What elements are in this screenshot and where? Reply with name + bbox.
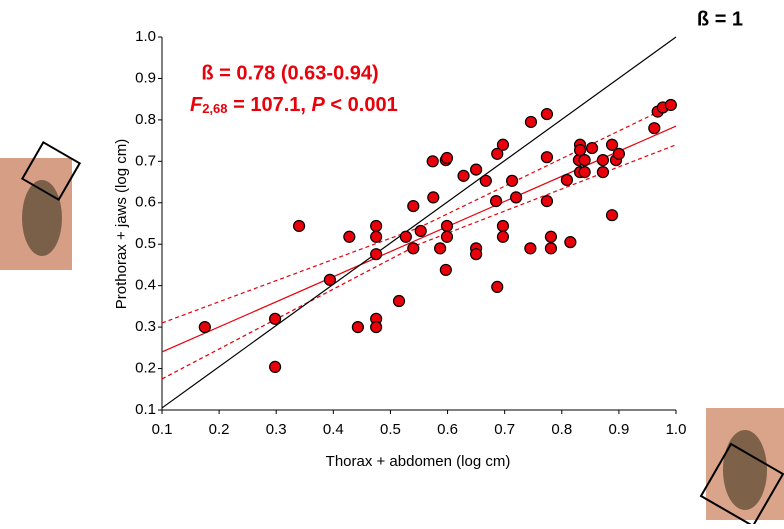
annotation-part: = 107.1, — [228, 94, 312, 116]
annotation-stats: F2,68 = 107.1, P < 0.001 — [190, 94, 398, 116]
point — [496, 230, 510, 243]
point — [426, 155, 439, 168]
annotation-part: P — [312, 94, 326, 116]
point — [407, 199, 420, 213]
y-tick-label: 0.1 — [135, 401, 156, 418]
point — [440, 230, 454, 243]
point — [268, 312, 282, 325]
x-tick-label: 0.9 — [608, 421, 629, 438]
point — [427, 191, 440, 204]
annotation-part: F — [190, 94, 203, 116]
y-tick-label: 0.3 — [135, 318, 156, 335]
y-tick-label: 0.6 — [135, 194, 156, 211]
point — [434, 242, 447, 255]
annotation-beta: ß = 0.78 (0.63-0.94) — [201, 62, 378, 84]
point — [268, 360, 282, 373]
point — [343, 230, 356, 243]
point — [491, 147, 504, 160]
point — [605, 209, 619, 222]
y-tick-label: 0.7 — [135, 152, 156, 169]
ci-upper — [161, 102, 677, 324]
x-tick-label: 0.8 — [551, 421, 572, 438]
point — [439, 263, 452, 277]
point — [457, 169, 470, 182]
point — [560, 173, 574, 187]
point — [505, 174, 519, 187]
point — [578, 153, 591, 167]
x-tick-label: 0.4 — [323, 421, 344, 438]
x-tick-label: 0.1 — [152, 421, 173, 438]
annotation-one-to-one: ß = 1 — [697, 8, 743, 30]
point — [596, 153, 609, 167]
point — [540, 195, 554, 208]
x-tick-label: 0.7 — [494, 421, 515, 438]
point — [578, 166, 591, 179]
y-axis-label: Prothorax + jaws (log cm) — [113, 139, 130, 309]
point — [596, 166, 609, 179]
point — [544, 230, 558, 243]
point — [440, 219, 454, 233]
point — [496, 219, 510, 233]
point — [351, 321, 364, 334]
ci-lower — [161, 144, 677, 380]
point — [648, 122, 661, 135]
point — [440, 151, 454, 165]
point — [490, 195, 503, 208]
point — [370, 230, 383, 243]
y-tick-label: 0.8 — [135, 111, 156, 128]
point — [292, 219, 306, 233]
y-tick-label: 1.0 — [135, 28, 156, 45]
x-axis-label: Thorax + abdomen (log cm) — [326, 453, 511, 470]
x-tick-label: 1.0 — [666, 421, 687, 438]
y-tick-label: 0.9 — [135, 69, 156, 86]
point — [491, 280, 504, 294]
point — [564, 236, 577, 249]
one-to-one-line — [161, 36, 677, 409]
y-tick-label: 0.5 — [135, 235, 156, 252]
point — [524, 115, 538, 129]
photo-left — [0, 140, 82, 270]
point — [540, 151, 554, 164]
point — [392, 294, 406, 308]
y-tick-label: 0.2 — [135, 360, 156, 377]
point — [612, 147, 625, 160]
point — [323, 273, 337, 286]
point — [585, 141, 599, 155]
point — [605, 138, 619, 151]
point — [370, 321, 383, 334]
point — [524, 242, 537, 255]
point — [573, 144, 587, 157]
point — [470, 163, 483, 176]
point — [414, 224, 427, 238]
x-tick-label: 0.5 — [380, 421, 401, 438]
point — [370, 219, 383, 233]
fit-line — [161, 125, 677, 353]
x-tick-label: 0.6 — [437, 421, 458, 438]
point — [496, 138, 510, 151]
point — [407, 242, 420, 255]
point — [664, 98, 677, 112]
annotation-part: < 0.001 — [325, 94, 398, 116]
point — [479, 174, 492, 187]
x-tick-label: 0.2 — [209, 421, 230, 438]
x-tick-label: 0.3 — [266, 421, 287, 438]
point — [544, 242, 558, 255]
annotation-part: 2,68 — [202, 101, 227, 116]
point — [399, 230, 412, 243]
point — [198, 321, 211, 334]
point — [509, 191, 523, 204]
y-tick-label: 0.4 — [135, 277, 156, 294]
point — [540, 107, 554, 121]
point — [370, 248, 383, 261]
photo-right — [699, 408, 784, 528]
point — [470, 248, 483, 261]
